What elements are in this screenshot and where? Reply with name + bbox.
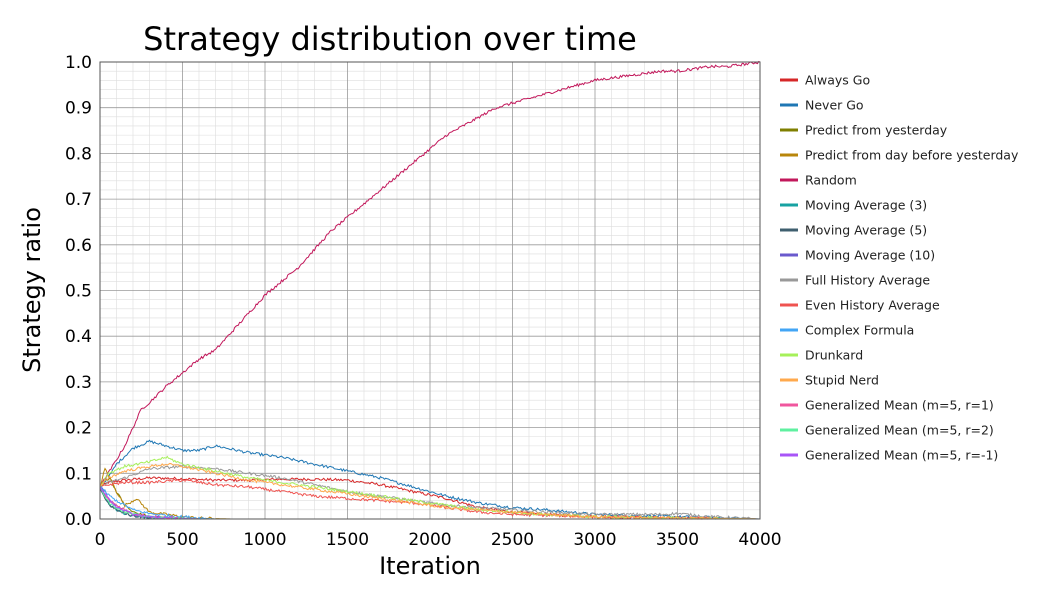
y-tick-label: 1.0 [65,53,92,73]
series-line-4 [99,60,761,488]
x-tick-label: 1000 [243,530,286,550]
series-line-8 [100,464,761,520]
plot-frame [99,61,761,520]
x-tick-label: 3000 [573,530,616,550]
legend-label: Predict from yesterday [805,123,948,138]
y-tick-label: 0.1 [65,464,92,484]
chart-title: Strategy distribution over time [143,20,637,58]
legend-label: Full History Average [805,273,930,288]
x-axis-ticks: 0 500 1000 1500 2000 2500 3000 3500 4000 [95,530,782,550]
legend-label: Moving Average (10) [805,248,935,263]
legend-label: Moving Average (3) [805,198,927,213]
y-tick-label: 0.7 [65,190,92,210]
legend-label: Stupid Nerd [805,373,879,388]
legend-label: Random [805,173,857,188]
y-tick-label: 0.3 [65,373,92,393]
y-tick-label: 0.9 [65,99,92,119]
series-line-1 [99,439,760,520]
y-tick-label: 0.0 [65,510,92,530]
y-tick-label: 0.5 [65,282,92,302]
legend-label: Generalized Mean (m=5, r=2) [805,423,994,438]
y-tick-label: 0.4 [65,327,92,347]
legend-label: Predict from day before yesterday [805,148,1019,163]
y-tick-label: 0.2 [65,419,92,439]
y-axis-ticks: 0.0 0.1 0.2 0.3 0.4 0.5 0.6 0.7 0.8 0.9 1.0 [65,53,92,530]
legend-label: Generalized Mean (m=5, r=-1) [805,448,998,463]
y-axis-label: Strategy ratio [18,207,46,373]
legend-label: Drunkard [805,348,863,363]
legend-label: Complex Formula [805,323,914,338]
legend-label: Generalized Mean (m=5, r=1) [805,398,994,413]
x-tick-label: 1500 [326,530,369,550]
x-tick-label: 500 [166,530,198,550]
legend: Always Go Never Go Predict from yesterday P… [780,73,1019,463]
legend-label: Never Go [805,98,864,113]
x-tick-label: 2000 [408,530,451,550]
legend-label: Always Go [805,73,870,88]
y-tick-label: 0.6 [65,236,92,256]
x-tick-label: 0 [95,530,106,550]
legend-label: Even History Average [805,298,940,313]
x-axis-label: Iteration [379,552,481,580]
x-tick-label: 3500 [656,530,699,550]
x-tick-label: 2500 [491,530,534,550]
legend-label: Moving Average (5) [805,223,927,238]
x-tick-label: 4000 [738,530,781,550]
y-tick-label: 0.8 [65,144,92,164]
